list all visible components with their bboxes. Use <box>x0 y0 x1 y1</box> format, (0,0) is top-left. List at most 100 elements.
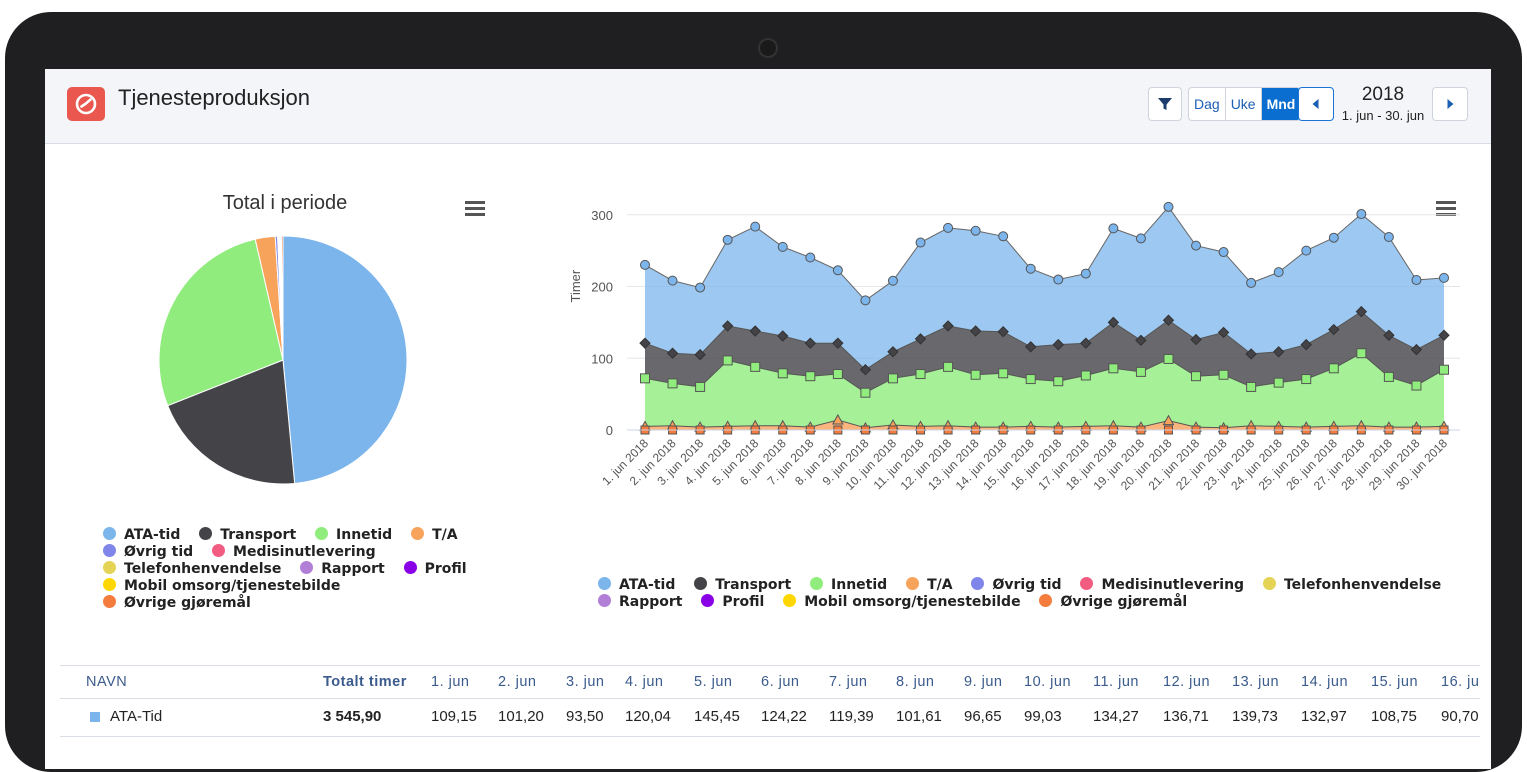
data-point[interactable] <box>997 325 1009 338</box>
pie-legend-item[interactable]: Transport <box>199 527 296 543</box>
data-point[interactable] <box>1246 277 1257 288</box>
previous-period-button[interactable] <box>1298 87 1334 121</box>
column-header[interactable]: 11. jun <box>1093 674 1139 690</box>
data-point[interactable] <box>721 320 734 332</box>
data-point[interactable] <box>943 361 954 372</box>
data-point[interactable] <box>1080 337 1092 349</box>
data-point[interactable] <box>1218 369 1229 380</box>
data-point[interactable] <box>1218 247 1229 258</box>
data-point[interactable] <box>832 369 843 380</box>
data-point[interactable] <box>970 369 981 380</box>
data-point[interactable] <box>804 337 817 349</box>
column-header[interactable]: 8. jun <box>896 674 935 690</box>
data-point[interactable] <box>860 387 871 398</box>
area-legend-item[interactable]: T/A <box>906 577 953 593</box>
data-point[interactable] <box>750 221 761 232</box>
period-week-button[interactable]: Uke <box>1226 88 1262 120</box>
column-header[interactable]: 16. ju <box>1441 674 1480 690</box>
pie-legend-item[interactable]: Innetid <box>315 527 392 543</box>
data-point[interactable] <box>1053 274 1064 285</box>
column-header[interactable]: 12. jun <box>1163 674 1211 690</box>
data-point[interactable] <box>1411 275 1422 286</box>
data-point[interactable] <box>942 320 954 332</box>
area-legend-item[interactable]: Rapport <box>598 594 683 610</box>
data-point[interactable] <box>914 333 927 345</box>
column-header[interactable]: 6. jun <box>761 674 800 690</box>
data-point[interactable] <box>1356 348 1367 359</box>
data-point[interactable] <box>1273 267 1284 278</box>
data-point[interactable] <box>969 325 982 337</box>
pie-slice[interactable] <box>282 235 408 484</box>
pie-legend-item[interactable]: Øvrig tid <box>103 544 193 560</box>
data-point[interactable] <box>694 348 706 361</box>
data-point[interactable] <box>722 234 733 245</box>
area-series[interactable] <box>645 420 1444 430</box>
data-point[interactable] <box>887 373 898 384</box>
area-legend-item[interactable]: Telefonhenvendelse <box>1262 577 1441 593</box>
data-point[interactable] <box>667 275 678 286</box>
column-header[interactable]: 3. jun <box>566 674 605 690</box>
data-point[interactable] <box>777 330 789 342</box>
data-point[interactable] <box>1163 201 1174 212</box>
data-point[interactable] <box>777 241 788 252</box>
pie-legend-item[interactable]: Øvrige gjøremål <box>103 595 251 611</box>
data-point[interactable] <box>1355 305 1368 318</box>
data-point[interactable] <box>1108 363 1119 374</box>
area-legend-item[interactable]: Innetid <box>810 577 887 593</box>
data-point[interactable] <box>695 282 706 293</box>
area-legend-item[interactable]: Mobil omsorg/tjenestebilde <box>783 594 1021 610</box>
data-point[interactable] <box>1273 377 1284 388</box>
area-legend-item[interactable]: Medisinutlevering <box>1080 577 1244 593</box>
column-header[interactable]: 15. jun <box>1371 674 1419 690</box>
data-point[interactable] <box>1135 233 1146 244</box>
data-point[interactable] <box>1053 376 1064 387</box>
area-legend-item[interactable]: Øvrig tid <box>971 577 1062 593</box>
data-point[interactable] <box>695 381 706 392</box>
data-point[interactable] <box>640 373 650 384</box>
data-point[interactable] <box>1163 353 1174 364</box>
data-point[interactable] <box>1328 363 1339 374</box>
data-point[interactable] <box>1439 272 1449 283</box>
data-point[interactable] <box>805 371 816 382</box>
pie-slice[interactable] <box>280 235 284 361</box>
pie-slice[interactable] <box>167 359 296 485</box>
data-point[interactable] <box>832 265 843 276</box>
data-point[interactable] <box>970 225 981 236</box>
data-point[interactable] <box>1328 323 1340 336</box>
period-day-button[interactable]: Dag <box>1189 88 1226 120</box>
data-point[interactable] <box>1301 374 1312 385</box>
data-point[interactable] <box>1190 333 1202 346</box>
area-legend-item[interactable]: Transport <box>694 577 791 593</box>
data-point[interactable] <box>1301 245 1312 256</box>
column-header[interactable]: 9. jun <box>964 674 1003 690</box>
next-period-button[interactable] <box>1432 87 1468 121</box>
data-point[interactable] <box>1217 326 1230 339</box>
filter-button[interactable] <box>1148 87 1182 121</box>
column-header[interactable]: 1. jun <box>431 674 470 690</box>
column-header[interactable]: 14. jun <box>1301 674 1349 690</box>
column-header[interactable]: 4. jun <box>625 674 664 690</box>
pie-menu-icon[interactable] <box>465 201 485 217</box>
data-point[interactable] <box>1383 329 1395 341</box>
data-point[interactable] <box>1410 343 1423 356</box>
data-point[interactable] <box>1383 231 1394 242</box>
area-series[interactable] <box>645 353 1444 428</box>
data-point[interactable] <box>640 259 650 270</box>
data-point[interactable] <box>1162 314 1175 326</box>
data-point[interactable] <box>1272 346 1285 358</box>
data-point[interactable] <box>1356 209 1367 220</box>
data-point[interactable] <box>943 222 954 233</box>
area-legend-item[interactable]: ATA-tid <box>598 577 675 593</box>
column-header[interactable]: NAVN <box>86 674 128 690</box>
area-series[interactable] <box>645 206 1444 370</box>
column-header[interactable]: Totalt timer <box>323 674 407 690</box>
data-point[interactable] <box>998 368 1009 379</box>
data-point[interactable] <box>1135 334 1147 347</box>
table-row[interactable]: ATA-Tid 3 545,90 109,15 101,20 93,50 120… <box>60 698 1480 737</box>
pie-legend-item[interactable]: Rapport <box>300 561 385 577</box>
data-point[interactable] <box>1080 268 1091 279</box>
data-point[interactable] <box>998 231 1009 242</box>
data-point[interactable] <box>1191 371 1202 382</box>
area-legend-item[interactable]: Profil <box>701 594 764 610</box>
data-point[interactable] <box>750 361 761 372</box>
